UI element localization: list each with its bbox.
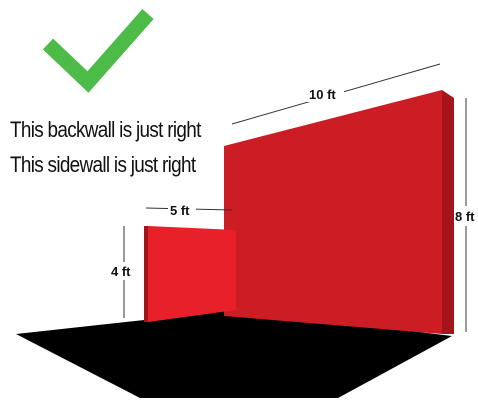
backwall-caption: This backwall is just right	[10, 117, 201, 142]
backwall	[224, 90, 442, 334]
backwall-edge	[442, 90, 454, 334]
checkmark-icon	[42, 9, 154, 93]
backwall-width-label: 10 ft	[309, 87, 336, 102]
sidewall	[148, 226, 236, 322]
sidewall-width-label: 5 ft	[170, 203, 190, 218]
sidewall-caption: This sidewall is just right	[10, 152, 196, 177]
floor	[16, 310, 452, 398]
backwall-height-label: 8 ft	[455, 209, 475, 224]
sidewall-height-label: 4 ft	[111, 264, 131, 279]
